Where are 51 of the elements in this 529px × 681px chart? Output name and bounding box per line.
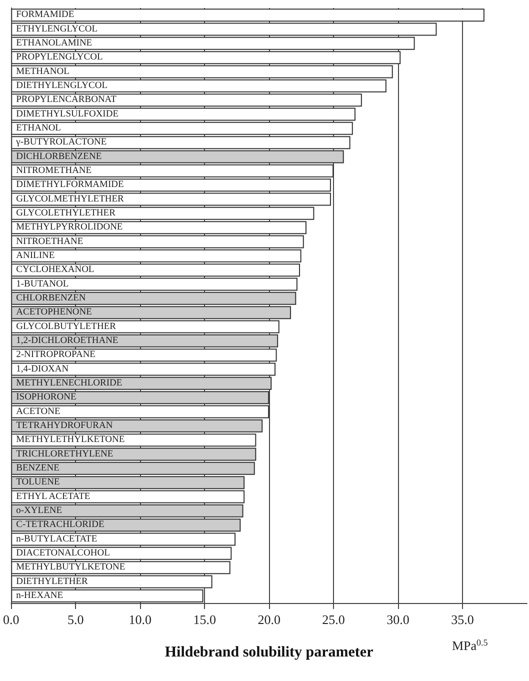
- y-tick-label: ETHYL ACETATE: [16, 492, 90, 502]
- y-tick-label: ACETOPHENONE: [16, 308, 92, 318]
- y-tick-label: CYCLOHEXANOL: [16, 265, 94, 276]
- y-tick-label: 1,2-DICHLOROETHANE: [16, 336, 118, 346]
- x-tick-label: 35.0: [451, 612, 474, 627]
- y-tick-label: PROPYLENGLYCOL: [16, 52, 103, 63]
- y-tick-label: ISOPHORONE: [16, 392, 76, 403]
- y-tick-label: METHYLPYRROLIDONE: [16, 222, 123, 233]
- x-tick-label: 5.0: [67, 612, 84, 627]
- x-tick-label: 0.0: [3, 612, 20, 627]
- y-tick-label: DIMETHYLSULFOXIDE: [16, 109, 119, 120]
- y-tick-label: METHYLENECHLORIDE: [16, 378, 122, 388]
- x-tick-label: 25.0: [322, 612, 345, 627]
- y-tick-label: γ-BUTYROLACTONE: [15, 138, 107, 148]
- y-tick-label: DIETHYLETHER: [16, 576, 89, 587]
- y-tick-label: ETHANOL: [16, 123, 62, 134]
- y-tick-label: CHLORBENZEN: [16, 293, 86, 304]
- y-tick-label: ETHANOLAMINE: [16, 38, 92, 48]
- y-tick-label: DIACETONALCOHOL: [16, 548, 110, 558]
- y-tick-label: TOLUENE: [16, 478, 60, 488]
- y-tick-label: TRICHLORETHYLENE: [16, 449, 114, 460]
- y-tick-label: DIETHYLENGLYCOL: [16, 80, 108, 91]
- y-tick-label: 1-BUTANOL: [16, 279, 69, 290]
- y-tick-label: METHYLBUTYLKETONE: [16, 562, 126, 573]
- x-tick-label: 15.0: [193, 612, 216, 627]
- y-tick-label: NITROETHANE: [16, 236, 84, 247]
- x-tick-label: 20.0: [258, 612, 280, 627]
- y-tick-label: PROPYLENCARBONAT: [16, 95, 117, 106]
- y-tick-label: 1,4-DIOXAN: [16, 364, 69, 374]
- x-tick-label: 10.0: [128, 612, 152, 627]
- y-tick-label: 2-NITROPROPANE: [16, 350, 96, 360]
- y-tick-label: GLYCOLBUTYLETHER: [16, 322, 117, 332]
- y-tick-label: DIMETHYLFORMAMIDE: [16, 180, 124, 190]
- x-axis-title: Hildebrand solubility parameter: [164, 644, 374, 660]
- y-tick-label: n-HEXANE: [16, 590, 64, 601]
- y-tick-label: METHANOL: [16, 66, 70, 77]
- y-tick-label: TETRAHYDROFURAN: [16, 420, 113, 431]
- y-tick-label: GLYCOLMETHYLETHER: [16, 194, 125, 204]
- y-tick-label: n-BUTYLACETATE: [16, 534, 98, 544]
- x-tick-label: 30.0: [386, 612, 410, 627]
- y-tick-label: o-XYLENE: [16, 506, 62, 516]
- y-tick-label: BENZENE: [16, 463, 60, 474]
- y-tick-label: C-TETRACHLORIDE: [16, 520, 104, 530]
- y-tick-label: ACETONE: [16, 406, 60, 417]
- y-tick-label: FORMAMIDE: [16, 10, 74, 20]
- y-tick-label: ETHYLENGLYCOL: [16, 24, 98, 34]
- y-tick-label: GLYCOLETHYLETHER: [16, 208, 116, 218]
- y-tick-label: NITROMETHANE: [16, 166, 92, 176]
- y-tick-label: METHYLETHYLKETONE: [16, 435, 125, 446]
- y-tick-label: DICHLORBENZENE: [16, 152, 102, 162]
- y-tick-label: ANILINE: [16, 250, 55, 261]
